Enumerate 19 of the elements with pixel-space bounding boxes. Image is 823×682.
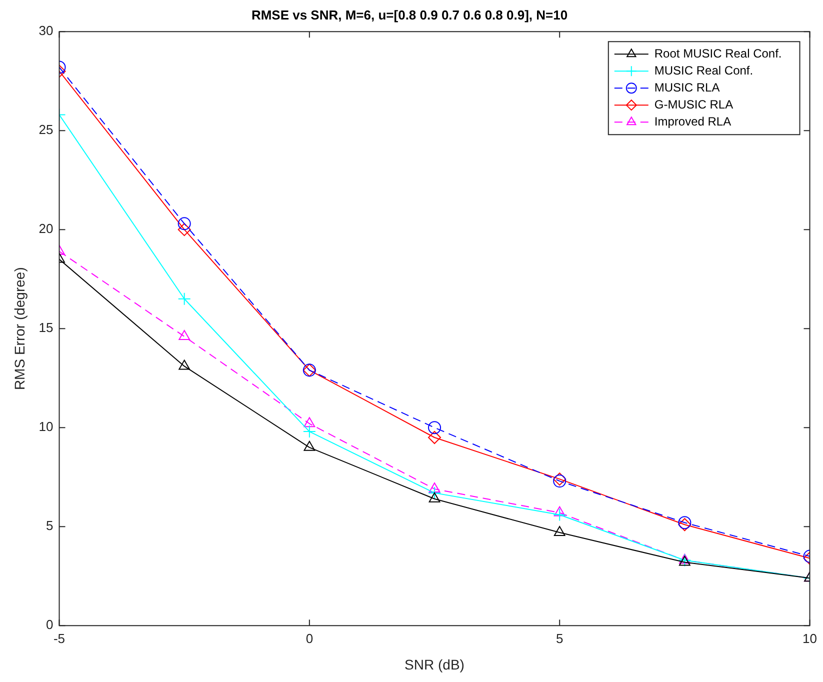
- legend-label: G-MUSIC RLA: [654, 97, 734, 112]
- y-tick-label: 25: [38, 122, 54, 138]
- legend-label: MUSIC Real Conf.: [654, 63, 754, 78]
- y-tick-label: 15: [38, 320, 54, 336]
- x-tick-label: 5: [556, 630, 564, 646]
- chart-title: RMSE vs SNR, M=6, u=[0.8 0.9 0.7 0.6 0.8 0.9], N=10: [251, 7, 568, 22]
- y-tick-label: 10: [38, 419, 54, 434]
- y-tick-label: 5: [46, 518, 54, 534]
- legend-label: MUSIC RLA: [654, 80, 720, 94]
- y-tick-label: 30: [38, 23, 54, 38]
- y-tick-label: 0: [46, 617, 54, 632]
- legend-label: Root MUSIC Real Conf.: [654, 46, 782, 60]
- y-axis-title: RMS Error (degree): [11, 267, 28, 390]
- x-tick-label: 0: [306, 630, 314, 646]
- y-tick-label: 20: [38, 221, 54, 236]
- x-axis-title: SNR (dB): [404, 656, 464, 672]
- legend-label: Improved RLA: [654, 114, 732, 128]
- x-tick-label: -5: [53, 630, 66, 646]
- x-tick-label: 10: [802, 630, 818, 646]
